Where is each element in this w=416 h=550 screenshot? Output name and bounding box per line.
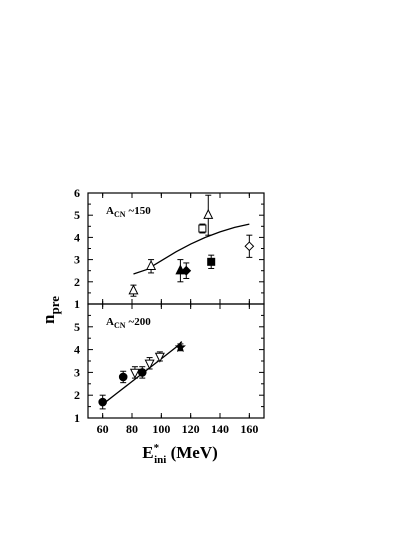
- panel-bottom: 60 80 100 120 140 160 1 2 3 4 5 ACN ~200: [74, 303, 265, 436]
- marker-triangle-open: [203, 208, 214, 219]
- marker-triangle-down-open: [144, 359, 155, 370]
- x-axis-label-sub: ini: [154, 454, 166, 466]
- x-tick-label: 100: [152, 422, 170, 436]
- panel-top: 1 2 3 4 5 6 ACN ~150: [74, 186, 265, 311]
- model-curve: [102, 341, 183, 405]
- x-axis-label: E* ini (MeV): [142, 442, 218, 466]
- y-tick-label: 4: [74, 343, 80, 357]
- marker-triangle-down-open: [129, 368, 140, 379]
- y-axis-label-sub: pre: [47, 296, 62, 315]
- y-tick-label: 2: [74, 275, 80, 289]
- x-axis-label-main: E: [142, 443, 153, 462]
- panel-label-value: ~150: [129, 205, 152, 217]
- marker-triangle-open: [146, 259, 157, 270]
- x-axis-label-unit: (MeV): [166, 443, 217, 462]
- x-tick-label: 60: [97, 422, 109, 436]
- panel-label-sub: CN: [114, 321, 126, 330]
- y-tick-label: 5: [74, 208, 80, 222]
- panel-label: ACN ~200: [106, 316, 151, 330]
- panel-label: ACN ~150: [106, 205, 151, 219]
- x-tick-label: 140: [211, 422, 229, 436]
- y-tick-label: 3: [74, 253, 80, 267]
- y-tick-label: 2: [74, 388, 80, 402]
- panel-label-a: A: [106, 316, 114, 328]
- marker-circle-filled: [98, 397, 107, 407]
- x-axis-label-sup: *: [154, 442, 160, 454]
- y-tick-label: 6: [74, 186, 80, 200]
- y-tick-label: 5: [74, 320, 80, 334]
- marker-star-filled: [174, 341, 186, 353]
- marker-circle-filled: [137, 368, 147, 377]
- marker-triangle-down-open: [154, 352, 165, 363]
- marker-square-open: [198, 224, 207, 233]
- panel-label-sub: CN: [114, 210, 126, 219]
- marker-diamond-open: [244, 241, 255, 252]
- y-tick-label: 1: [74, 411, 80, 425]
- marker-square-filled: [207, 257, 216, 266]
- y-axis-label: npre: [39, 296, 62, 324]
- panel-label-value: ~200: [129, 316, 152, 328]
- marker-circle-filled: [118, 372, 128, 382]
- x-tick-label: 120: [182, 422, 200, 436]
- y-tick-label: 1: [74, 297, 80, 311]
- panel-label-a: A: [106, 205, 114, 217]
- marker-diamond-filled: [181, 265, 192, 276]
- y-axis-label-main: n: [39, 314, 58, 324]
- x-tick-label: 160: [240, 422, 258, 436]
- x-tick-label: 80: [126, 422, 138, 436]
- marker-triangle-open: [128, 284, 139, 295]
- y-tick-label: 3: [74, 365, 80, 379]
- y-tick-label: 4: [74, 230, 80, 244]
